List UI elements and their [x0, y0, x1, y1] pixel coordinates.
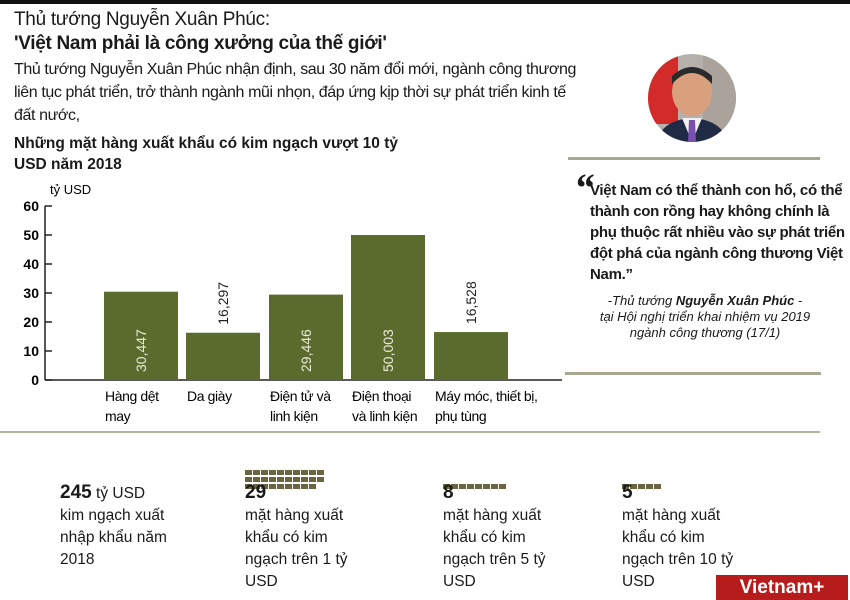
bar-value-label: 29,446 — [298, 329, 314, 372]
category-label: Máy móc, thiết bị, — [435, 388, 538, 404]
category-label: linh kiện — [270, 408, 318, 424]
bar-value-label: 16,297 — [215, 282, 231, 325]
stat-number: 8 — [443, 482, 454, 503]
category-label: may — [105, 408, 131, 424]
quote-block: Việt Nam có thể thành con hổ, có thể thà… — [590, 180, 845, 341]
y-tick-label: 60 — [23, 198, 39, 214]
y-tick-label: 20 — [23, 314, 39, 330]
stat-description: kim ngạch xuất nhập khẩu năm 2018 — [60, 507, 167, 568]
bar — [269, 294, 343, 380]
header: Thủ tướng Nguyễn Xuân Phúc: 'Việt Nam ph… — [14, 8, 594, 175]
square-pictogram — [245, 452, 385, 489]
category-label: và linh kiện — [352, 408, 417, 424]
source-prefix: -Thủ tướng — [607, 293, 676, 308]
source-line-3: ngành công thương (17/1) — [629, 325, 781, 340]
stat-block: 5 mặt hàng xuất khẩu có kim ngạch trên 10… — [622, 452, 762, 593]
stat-block: 245 tỷ USD kim ngạch xuất nhập khẩu năm 2… — [60, 452, 200, 571]
y-tick-label: 50 — [23, 227, 39, 243]
quote-source: -Thủ tướng Nguyễn Xuân Phúc - tại Hội ng… — [580, 293, 830, 341]
bar — [186, 332, 260, 380]
stat-block: 8 mặt hàng xuất khẩu có kim ngạch trên 5 … — [443, 452, 583, 593]
bar — [104, 291, 178, 380]
title-line-2: 'Việt Nam phải là công xưởng của thế giớ… — [14, 33, 387, 54]
source-suffix: - — [794, 293, 803, 308]
divider — [0, 431, 820, 433]
stat-block: 29 mặt hàng xuất khẩu có kim ngạch trên 1… — [245, 452, 385, 593]
source-name: Nguyễn Xuân Phúc — [675, 293, 795, 308]
y-tick-label: 0 — [31, 372, 39, 388]
source-line-2: tại Hội nghị triển khai nhiệm vụ 2019 — [599, 309, 811, 324]
bar-value-label: 16,528 — [463, 281, 479, 324]
stat-description: mặt hàng xuất khẩu có kim ngạch trên 5 t… — [443, 507, 546, 590]
square-pictogram — [443, 452, 583, 489]
category-label: Hàng dệt — [105, 388, 159, 404]
y-tick-label: 30 — [23, 285, 39, 301]
y-tick-label: 10 — [23, 343, 39, 359]
stat-number: 29 — [245, 482, 267, 503]
top-bar — [0, 0, 850, 4]
bar — [434, 332, 508, 380]
quote-mark: “ — [574, 165, 594, 210]
divider — [565, 372, 821, 375]
title-line-1: Thủ tướng Nguyễn Xuân Phúc: — [14, 9, 270, 30]
y-axis-label: tỷ USD — [50, 182, 91, 197]
square-pictogram — [60, 452, 200, 482]
category-label: Da giày — [187, 388, 232, 404]
bar-value-label: 30,447 — [133, 329, 149, 372]
stat-number: 245 — [60, 482, 92, 503]
bar — [351, 234, 425, 380]
category-label: Điện tử và — [270, 388, 331, 404]
portrait-photo — [648, 54, 736, 142]
vietnamplus-logo: Vietnam+ — [716, 575, 848, 600]
intro-text: Thủ tướng Nguyễn Xuân Phúc nhận định, sa… — [14, 61, 576, 124]
y-tick-label: 40 — [23, 256, 39, 272]
stat-unit: tỷ USD — [91, 485, 146, 502]
category-label: phụ tùng — [435, 408, 486, 424]
chart-title: Những mặt hàng xuất khẩu có kim ngạch vư… — [14, 135, 399, 173]
square-pictogram — [622, 452, 762, 489]
category-label: Điện thoại — [352, 388, 411, 404]
divider — [568, 157, 820, 160]
bar-chart: tỷ USD 0 10 20 30 40 50 60 30,447 Hàng dệt may 16,… — [23, 182, 562, 424]
stat-description: mặt hàng xuất khẩu có kim ngạch trên 1 t… — [245, 507, 348, 590]
bar-value-label: 50,003 — [380, 329, 396, 372]
stat-description: mặt hàng xuất khẩu có kim ngạch trên 10 … — [622, 507, 734, 590]
quote-text: Việt Nam có thể thành con hổ, có thể thà… — [590, 182, 845, 283]
stat-number: 5 — [622, 482, 633, 503]
